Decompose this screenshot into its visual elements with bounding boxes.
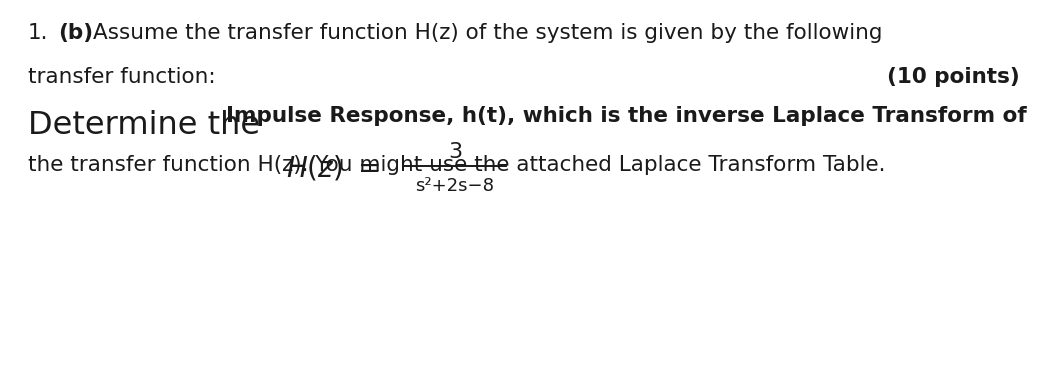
- Text: Assume the transfer function H(z) of the system is given by the following: Assume the transfer function H(z) of the…: [93, 23, 882, 43]
- Text: the transfer function H(z). You might use the attached Laplace Transform Table.: the transfer function H(z). You might us…: [28, 155, 885, 175]
- Text: $H(z)\ =$: $H(z)\ =$: [286, 154, 380, 182]
- Text: 1.: 1.: [28, 23, 48, 43]
- Text: (b): (b): [59, 23, 93, 43]
- Text: transfer function:: transfer function:: [28, 67, 215, 87]
- Text: 3: 3: [448, 142, 462, 162]
- Text: s²+2s−8: s²+2s−8: [416, 177, 494, 195]
- Text: Impulse Response, h(t), which is the inverse Laplace Transform of: Impulse Response, h(t), which is the inv…: [226, 106, 1027, 126]
- Text: Determine the: Determine the: [28, 110, 271, 141]
- Text: (10 points): (10 points): [887, 67, 1020, 87]
